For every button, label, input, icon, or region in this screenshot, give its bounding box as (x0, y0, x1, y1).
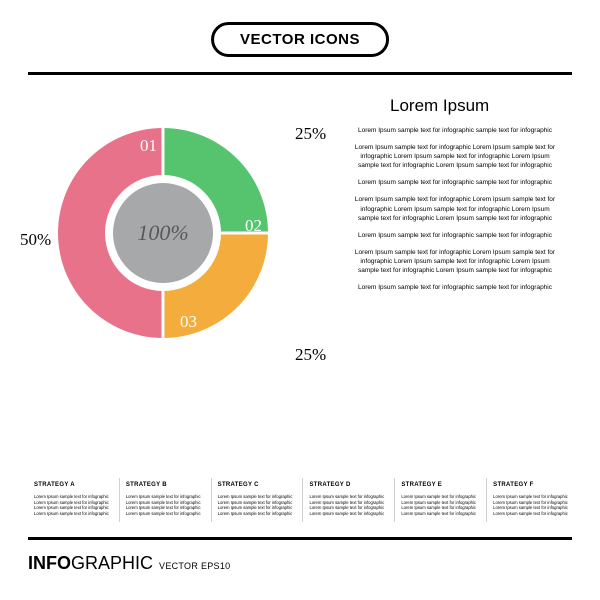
strategy-a-body: Lorem Ipsum sample text for infographic … (34, 494, 109, 516)
strategy-a-title: STRATEGY A (34, 482, 109, 488)
segment-02-label: 02 (245, 216, 262, 236)
strategy-b: STRATEGY B Lorem Ipsum sample text for in… (119, 478, 205, 522)
strategy-e: STRATEGY E Lorem Ipsum sample text for in… (394, 478, 480, 522)
para-1: Lorem Ipsum sample text for infographic … (350, 126, 560, 135)
vector-icons-badge: VECTOR ICONS (211, 22, 389, 57)
pct-left: 50% (20, 230, 51, 250)
strategy-c-title: STRATEGY C (218, 482, 293, 488)
strategy-a: STRATEGY A Lorem Ipsum sample text for in… (28, 478, 113, 522)
divider-bottom (28, 537, 572, 540)
footer-rest: GRAPHIC (71, 553, 153, 573)
strategy-e-body: Lorem Ipsum sample text for infographic … (401, 494, 476, 516)
strategy-f-body: Lorem Ipsum sample text for infographic … (493, 494, 568, 516)
footer: INFOGRAPHIC VECTOR EPS10 (28, 553, 230, 574)
donut-chart: 100% 01 02 03 (48, 118, 278, 348)
strategy-c: STRATEGY C Lorem Ipsum sample text for in… (211, 478, 297, 522)
segment-03-label: 03 (180, 312, 197, 332)
para-3: Lorem Ipsum sample text for infographic … (350, 178, 560, 187)
segment-01-label: 01 (140, 136, 157, 156)
pct-bot-right: 25% (295, 345, 326, 365)
text-heading: Lorem Ipsum (350, 96, 560, 116)
strategy-d: STRATEGY D Lorem Ipsum sample text for in… (302, 478, 388, 522)
para-4: Lorem Ipsum sample text for infographic … (350, 195, 560, 222)
strategy-d-body: Lorem Ipsum sample text for infographic … (309, 494, 384, 516)
strategy-f: STRATEGY F Lorem Ipsum sample text for in… (486, 478, 572, 522)
strategy-c-body: Lorem Ipsum sample text for infographic … (218, 494, 293, 516)
text-column: Lorem Ipsum Lorem Ipsum sample text for … (350, 96, 560, 300)
donut-center-label: 100% (137, 220, 188, 246)
strategy-b-title: STRATEGY B (126, 482, 201, 488)
para-2: Lorem Ipsum sample text for infographic … (350, 143, 560, 170)
strategy-e-title: STRATEGY E (401, 482, 476, 488)
strategy-f-title: STRATEGY F (493, 482, 568, 488)
para-7: Lorem Ipsum sample text for infographic … (350, 283, 560, 292)
footer-sub: VECTOR EPS10 (159, 561, 230, 571)
para-6: Lorem Ipsum sample text for infographic … (350, 248, 560, 275)
footer-bold: INFO (28, 553, 71, 573)
strategy-row: STRATEGY A Lorem Ipsum sample text for in… (28, 478, 572, 522)
pct-top-right: 25% (295, 124, 326, 144)
para-5: Lorem Ipsum sample text for infographic … (350, 231, 560, 240)
strategy-d-title: STRATEGY D (309, 482, 384, 488)
divider-top (28, 72, 572, 75)
strategy-b-body: Lorem Ipsum sample text for infographic … (126, 494, 201, 516)
